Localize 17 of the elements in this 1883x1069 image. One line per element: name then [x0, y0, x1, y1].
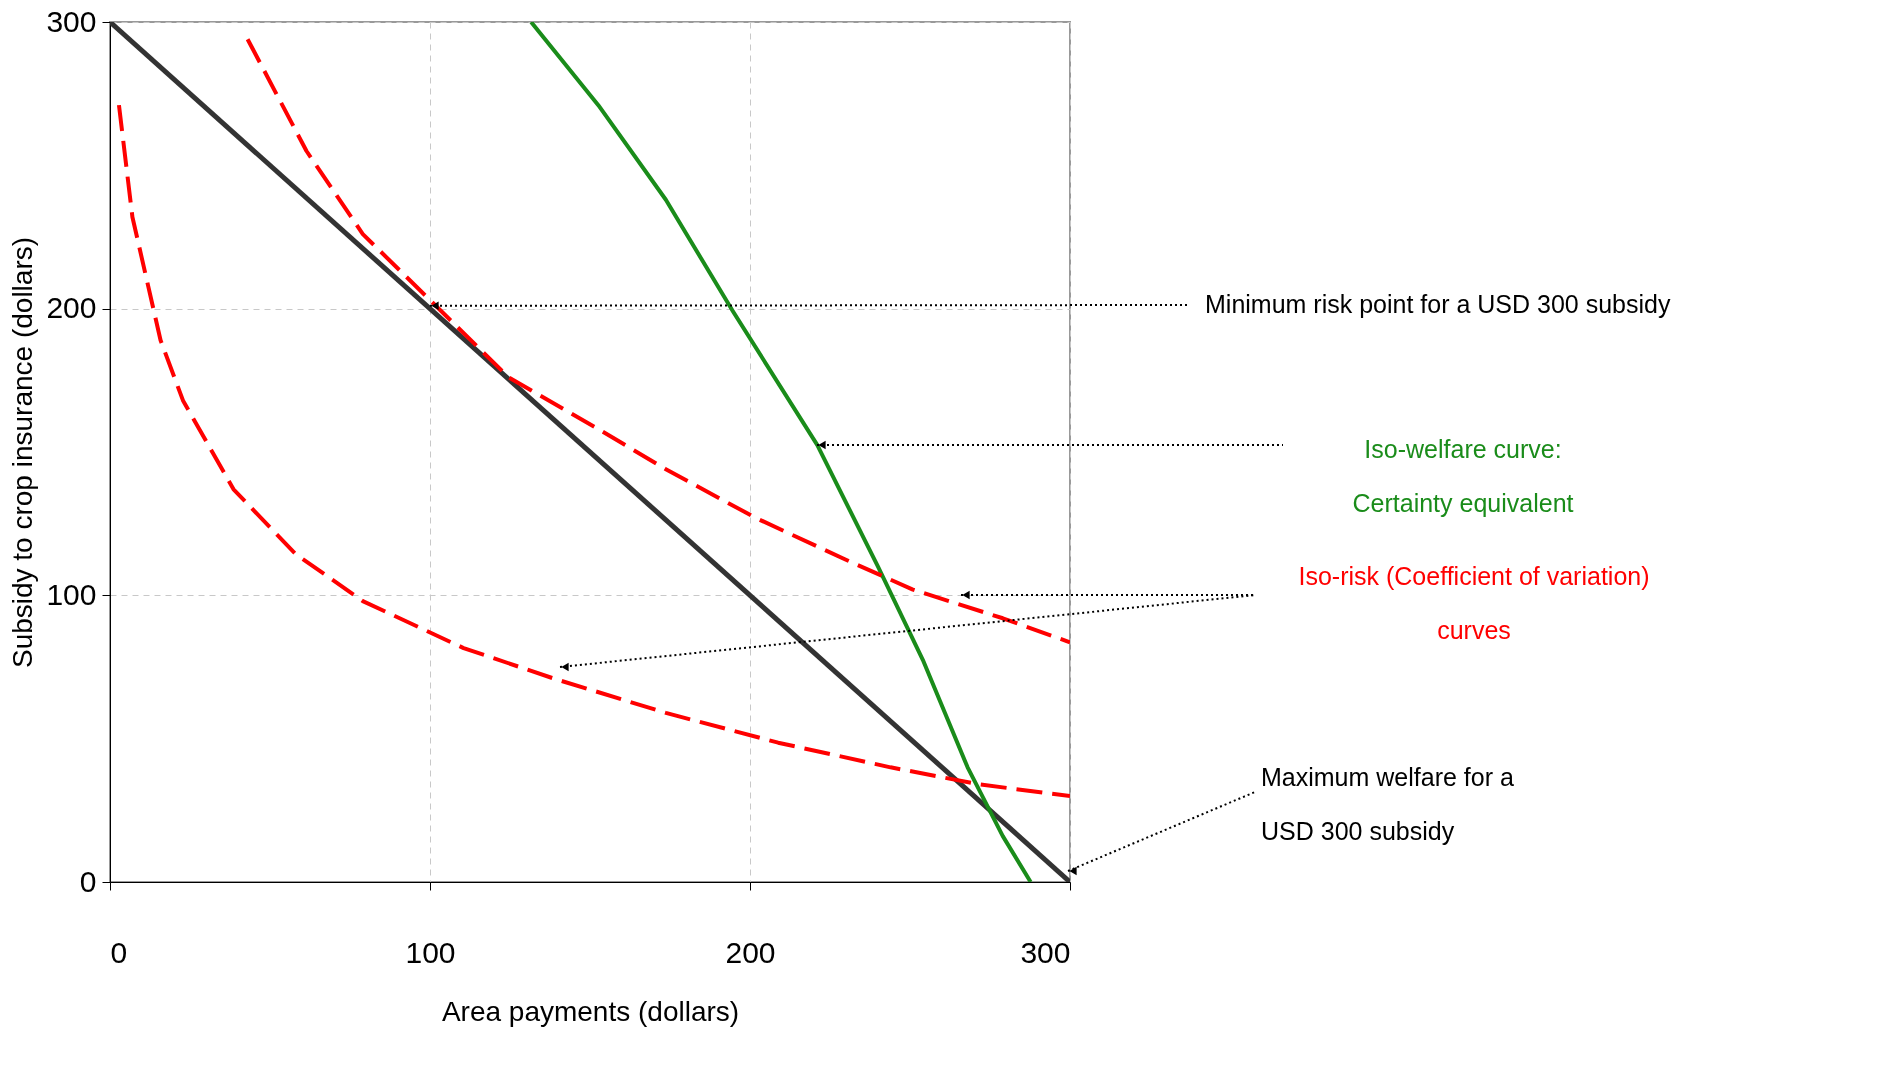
line-series — [245, 37, 1070, 645]
x-tick-label: 200 — [725, 935, 776, 969]
line-series — [529, 22, 1033, 882]
y-tick-label: 100 — [46, 577, 97, 611]
x-axis-title: Area payments (dollars) — [441, 995, 740, 1027]
x-tick-label: 0 — [110, 935, 128, 969]
y-tick-label: 0 — [79, 864, 97, 898]
text: Iso-welfare curve: Certainty equivalent — [1352, 435, 1574, 517]
text: Maximum welfare for a USD 300 subsidy — [1261, 763, 1514, 845]
annotation: Minimum risk point for a USD 300 subsidy — [1205, 290, 1671, 318]
line-series — [116, 103, 1070, 798]
x-tick-label: 300 — [1020, 935, 1071, 969]
x-tick-label: 100 — [405, 935, 456, 969]
text: Iso-risk (Coefficient of variation) curves — [1298, 562, 1650, 644]
y-axis-title: Subsidy to crop insurance (dollars) — [7, 236, 39, 669]
y-tick-label: 200 — [46, 291, 97, 325]
y-tick-label: 300 — [46, 4, 97, 38]
